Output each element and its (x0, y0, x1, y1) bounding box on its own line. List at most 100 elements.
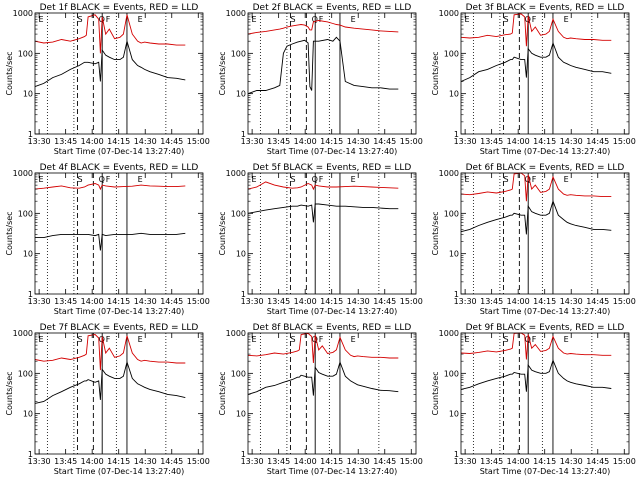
y-axis-label: Counts/sec (431, 211, 440, 255)
x-tick-label: 14:30 (560, 457, 583, 466)
x-tick-label: 14:45 (373, 137, 396, 146)
x-tick-label: 14:00 (81, 137, 104, 146)
x-tick-label: 15:00 (613, 137, 636, 146)
series-events (247, 203, 399, 223)
event-marker: S (290, 335, 295, 344)
series-events (460, 358, 612, 392)
event-marker: F (106, 175, 111, 184)
x-tick-label: 14:30 (560, 297, 583, 306)
x-tick-label: 14:00 (507, 457, 530, 466)
x-tick-label: 14:15 (533, 137, 556, 146)
x-tick-label: 13:30 (454, 297, 477, 306)
y-tick-label: 1000 (439, 329, 459, 338)
x-axis-label: Start Time (07-Dec-14 13:27:40) (267, 307, 398, 316)
series-lld (34, 334, 186, 371)
y-tick-label: 100 (444, 209, 459, 218)
series-events (460, 41, 612, 82)
y-tick-label: 1 (241, 130, 246, 139)
event-marker: Q (99, 175, 105, 184)
plot-frame (460, 12, 630, 135)
x-tick-label: 14:15 (533, 457, 556, 466)
event-marker: F (532, 175, 537, 184)
panel-det-2: Det 2f BLACK = Events, RED = LLD E S Q F E 1 10… (213, 0, 426, 160)
x-tick-label: 15:00 (400, 457, 423, 466)
plot-frame (34, 12, 204, 135)
series-events (247, 360, 399, 396)
chart-title: Det 3f BLACK = Events, RED = LLD (466, 3, 625, 13)
x-tick-label: 13:45 (267, 297, 290, 306)
event-marker: E (39, 335, 44, 344)
event-marker: F (532, 15, 537, 24)
series-lld (247, 332, 399, 364)
chart-title: Det 1f BLACK = Events, RED = LLD (40, 3, 199, 13)
y-axis-label: Counts/sec (5, 211, 14, 255)
chart-det-4: Det 4f BLACK = Events, RED = LLD E S Q F E 1 10… (5, 163, 210, 316)
y-tick-label: 10 (236, 250, 246, 259)
y-tick-label: 10 (23, 250, 33, 259)
x-tick-label: 13:30 (454, 457, 477, 466)
y-tick-label: 1000 (226, 9, 246, 18)
x-tick-label: 14:00 (507, 137, 530, 146)
plot-frame (34, 332, 204, 455)
x-tick-label: 13:45 (267, 137, 290, 146)
y-axis-label: Counts/sec (218, 371, 227, 415)
event-marker: E (465, 335, 470, 344)
event-marker: S (77, 175, 82, 184)
event-marker: E (252, 15, 257, 24)
panel-det-8: Det 8f BLACK = Events, RED = LLD E S Q F E 1 10… (213, 320, 426, 480)
x-tick-label: 14:45 (373, 297, 396, 306)
y-tick-label: 1 (28, 290, 33, 299)
panel-det-6: Det 6f BLACK = Events, RED = LLD E S Q F E 1 10… (426, 160, 639, 320)
event-marker: E (351, 175, 356, 184)
x-tick-label: 13:45 (54, 457, 77, 466)
x-axis-label: Start Time (07-Dec-14 13:27:40) (267, 467, 398, 476)
event-marker: S (77, 335, 82, 344)
event-marker: E (138, 175, 143, 184)
chart-title: Det 9f BLACK = Events, RED = LLD (466, 323, 625, 333)
x-tick-label: 14:30 (347, 297, 370, 306)
panel-det-5: Det 5f BLACK = Events, RED = LLD E S Q F E 1 10… (213, 160, 426, 320)
x-tick-label: 14:15 (320, 297, 343, 306)
event-marker: F (319, 15, 324, 24)
x-tick-label: 14:15 (107, 457, 130, 466)
plot-frame (247, 172, 417, 295)
chart-title: Det 7f BLACK = Events, RED = LLD (40, 323, 199, 333)
y-axis-label: Counts/sec (431, 371, 440, 415)
y-tick-label: 10 (449, 410, 459, 419)
event-marker: Q (312, 15, 318, 24)
x-tick-label: 14:45 (586, 457, 609, 466)
plot-frame (247, 332, 417, 455)
x-tick-label: 13:30 (241, 457, 264, 466)
x-tick-label: 13:45 (267, 457, 290, 466)
x-tick-label: 13:30 (241, 297, 264, 306)
event-marker: E (252, 335, 257, 344)
event-marker: E (564, 335, 569, 344)
x-tick-label: 14:00 (294, 457, 317, 466)
event-marker: E (564, 175, 569, 184)
series-events (247, 36, 399, 95)
x-tick-label: 14:15 (320, 137, 343, 146)
x-tick-label: 14:45 (586, 137, 609, 146)
x-axis-label: Start Time (07-Dec-14 13:27:40) (480, 467, 611, 476)
series-lld (460, 13, 612, 47)
x-tick-label: 14:15 (107, 297, 130, 306)
x-tick-label: 14:15 (320, 457, 343, 466)
chart-title: Det 5f BLACK = Events, RED = LLD (253, 163, 412, 173)
y-tick-label: 1000 (226, 329, 246, 338)
x-tick-label: 13:30 (454, 137, 477, 146)
event-marker: E (351, 335, 356, 344)
x-tick-label: 13:30 (28, 457, 51, 466)
y-tick-label: 100 (231, 49, 246, 58)
x-tick-label: 14:00 (81, 457, 104, 466)
series-lld (247, 181, 399, 191)
event-marker: F (319, 175, 324, 184)
panel-det-9: Det 9f BLACK = Events, RED = LLD E S Q F E 1 10… (426, 320, 639, 480)
x-tick-label: 14:45 (160, 297, 183, 306)
y-tick-label: 10 (449, 90, 459, 99)
event-marker: F (106, 15, 111, 24)
